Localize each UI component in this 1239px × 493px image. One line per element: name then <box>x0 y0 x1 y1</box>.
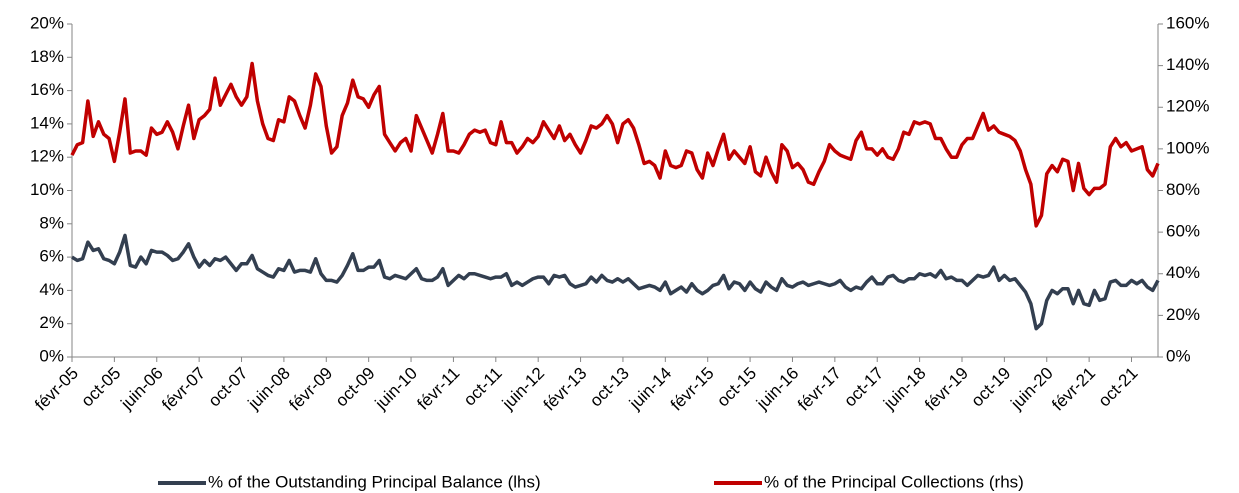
legend-label: % of the Principal Collections (rhs) <box>764 472 1024 491</box>
y-tick-label: 12% <box>30 147 64 166</box>
y2-tick-label: 40% <box>1166 263 1200 282</box>
x-tick-label: févr-13 <box>540 364 591 415</box>
y2-tick-label: 160% <box>1166 13 1209 32</box>
y2-tick-label: 100% <box>1166 138 1209 157</box>
y-tick-label: 18% <box>30 47 64 66</box>
y-tick-label: 8% <box>39 213 64 232</box>
y2-tick-label: 0% <box>1166 346 1191 365</box>
y-tick-label: 2% <box>39 313 64 332</box>
x-tick-label: févr-09 <box>285 364 336 415</box>
series-line <box>70 61 1160 228</box>
x-tick-label: juin-14 <box>625 364 675 414</box>
x-tick-label: juin-10 <box>371 364 421 414</box>
y-tick-label: 14% <box>30 113 64 132</box>
x-tick-label: oct-07 <box>205 364 252 411</box>
x-tick-label: oct-17 <box>840 364 887 411</box>
y2-tick-label: 60% <box>1166 222 1200 241</box>
x-tick-label: juin-18 <box>879 364 929 414</box>
x-tick-label: oct-13 <box>586 364 633 411</box>
x-tick-label: juin-06 <box>117 364 167 414</box>
x-tick-label: févr-05 <box>31 364 82 415</box>
y2-tick-label: 120% <box>1166 97 1209 116</box>
x-tick-label: févr-07 <box>158 364 209 415</box>
y-tick-label: 6% <box>39 247 64 266</box>
x-tick-label: juin-20 <box>1007 364 1057 414</box>
x-tick-label: févr-19 <box>921 364 972 415</box>
y2-tick-label: 140% <box>1166 55 1209 74</box>
y2-tick-label: 80% <box>1166 180 1200 199</box>
x-tick-label: févr-17 <box>794 364 845 415</box>
x-tick-label: févr-15 <box>667 364 718 415</box>
y-tick-label: 0% <box>39 346 64 365</box>
x-tick-label: oct-11 <box>460 364 506 410</box>
x-tick-label: févr-11 <box>413 364 463 414</box>
x-tick-label: oct-05 <box>78 364 125 411</box>
y-tick-label: 16% <box>30 80 64 99</box>
y-tick-label: 10% <box>30 180 64 199</box>
x-tick-label: févr-21 <box>1048 364 1099 415</box>
y2-tick-label: 20% <box>1166 305 1200 324</box>
x-tick-label: juin-08 <box>244 364 294 414</box>
x-tick-label: juin-16 <box>752 364 802 414</box>
x-tick-label: oct-19 <box>968 364 1015 411</box>
x-tick-label: oct-21 <box>1095 364 1142 411</box>
series-line <box>71 233 1160 331</box>
y-tick-label: 20% <box>30 13 64 32</box>
legend-label: % of the Outstanding Principal Balance (… <box>208 472 541 491</box>
x-tick-label: oct-09 <box>332 364 379 411</box>
y-tick-label: 4% <box>39 280 64 299</box>
x-tick-label: juin-12 <box>498 364 548 414</box>
x-tick-label: oct-15 <box>713 364 760 411</box>
